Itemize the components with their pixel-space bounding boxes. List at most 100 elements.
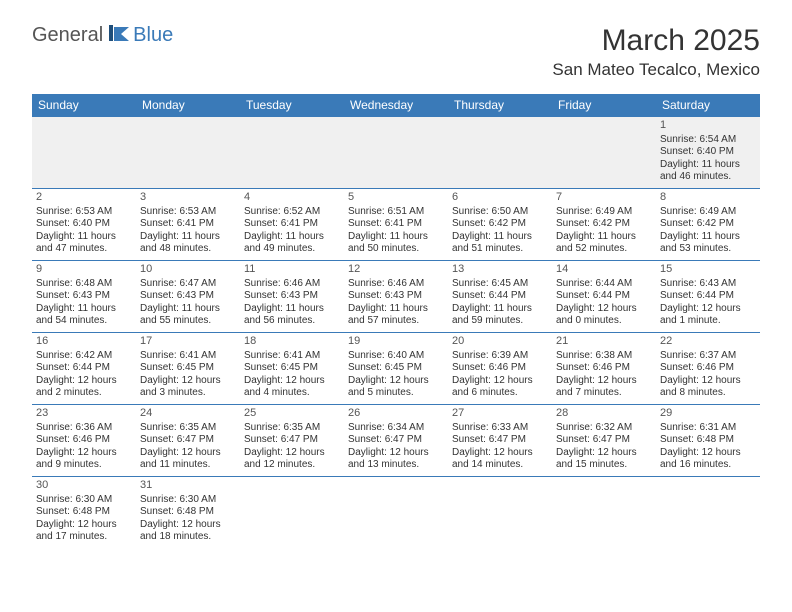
daylight-text: Daylight: 11 hours and 56 minutes. (244, 303, 340, 328)
sunset-text: Sunset: 6:47 PM (452, 434, 548, 447)
sunset-text: Sunset: 6:44 PM (556, 290, 652, 303)
daylight-text: Daylight: 12 hours and 2 minutes. (36, 375, 132, 400)
brand-text-2: Blue (133, 24, 173, 47)
calendar-day-cell: 16Sunrise: 6:42 AMSunset: 6:44 PMDayligh… (32, 333, 136, 405)
calendar-day-cell: 23Sunrise: 6:36 AMSunset: 6:46 PMDayligh… (32, 405, 136, 477)
sunset-text: Sunset: 6:40 PM (660, 146, 756, 159)
daylight-text: Daylight: 12 hours and 11 minutes. (140, 447, 236, 472)
daylight-text: Daylight: 12 hours and 0 minutes. (556, 303, 652, 328)
sunset-text: Sunset: 6:46 PM (36, 434, 132, 447)
day-number: 3 (140, 191, 236, 205)
calendar-blank-cell (656, 477, 760, 549)
page-header: General Blue March 2025 San Mateo Tecalc… (0, 0, 792, 88)
calendar-day-cell: 5Sunrise: 6:51 AMSunset: 6:41 PMDaylight… (344, 189, 448, 261)
daylight-text: Daylight: 11 hours and 46 minutes. (660, 159, 756, 184)
day-number: 2 (36, 191, 132, 205)
day-number: 1 (660, 119, 756, 133)
day-number: 6 (452, 191, 548, 205)
daylight-text: Daylight: 12 hours and 15 minutes. (556, 447, 652, 472)
sunset-text: Sunset: 6:46 PM (660, 362, 756, 375)
daylight-text: Daylight: 12 hours and 1 minute. (660, 303, 756, 328)
calendar-day-cell: 10Sunrise: 6:47 AMSunset: 6:43 PMDayligh… (136, 261, 240, 333)
calendar-table: Sunday Monday Tuesday Wednesday Thursday… (32, 94, 760, 549)
sunrise-text: Sunrise: 6:43 AM (660, 278, 756, 291)
sunset-text: Sunset: 6:47 PM (556, 434, 652, 447)
sunrise-text: Sunrise: 6:47 AM (140, 278, 236, 291)
day-number: 7 (556, 191, 652, 205)
calendar-blank-cell (552, 117, 656, 189)
day-number: 31 (140, 479, 236, 493)
sunrise-text: Sunrise: 6:49 AM (660, 206, 756, 219)
daylight-text: Daylight: 11 hours and 59 minutes. (452, 303, 548, 328)
day-number: 19 (348, 335, 444, 349)
daylight-text: Daylight: 12 hours and 13 minutes. (348, 447, 444, 472)
day-number: 10 (140, 263, 236, 277)
daylight-text: Daylight: 11 hours and 48 minutes. (140, 231, 236, 256)
sunset-text: Sunset: 6:45 PM (348, 362, 444, 375)
day-header: Saturday (656, 94, 760, 117)
calendar-blank-cell (136, 117, 240, 189)
calendar-week-row: 23Sunrise: 6:36 AMSunset: 6:46 PMDayligh… (32, 405, 760, 477)
calendar-day-cell: 27Sunrise: 6:33 AMSunset: 6:47 PMDayligh… (448, 405, 552, 477)
sunset-text: Sunset: 6:43 PM (348, 290, 444, 303)
sunrise-text: Sunrise: 6:38 AM (556, 350, 652, 363)
sunset-text: Sunset: 6:47 PM (348, 434, 444, 447)
sunrise-text: Sunrise: 6:36 AM (36, 422, 132, 435)
sunrise-text: Sunrise: 6:41 AM (244, 350, 340, 363)
sunrise-text: Sunrise: 6:45 AM (452, 278, 548, 291)
sunrise-text: Sunrise: 6:53 AM (140, 206, 236, 219)
calendar-blank-cell (240, 117, 344, 189)
sunrise-text: Sunrise: 6:33 AM (452, 422, 548, 435)
day-number: 15 (660, 263, 756, 277)
sunset-text: Sunset: 6:43 PM (244, 290, 340, 303)
daylight-text: Daylight: 11 hours and 47 minutes. (36, 231, 132, 256)
day-number: 27 (452, 407, 548, 421)
calendar-day-cell: 13Sunrise: 6:45 AMSunset: 6:44 PMDayligh… (448, 261, 552, 333)
sunset-text: Sunset: 6:43 PM (36, 290, 132, 303)
calendar-day-cell: 1Sunrise: 6:54 AMSunset: 6:40 PMDaylight… (656, 117, 760, 189)
calendar-day-cell: 22Sunrise: 6:37 AMSunset: 6:46 PMDayligh… (656, 333, 760, 405)
sunrise-text: Sunrise: 6:49 AM (556, 206, 652, 219)
daylight-text: Daylight: 12 hours and 16 minutes. (660, 447, 756, 472)
sunset-text: Sunset: 6:42 PM (660, 218, 756, 231)
sunset-text: Sunset: 6:42 PM (556, 218, 652, 231)
day-number: 9 (36, 263, 132, 277)
calendar-day-cell: 8Sunrise: 6:49 AMSunset: 6:42 PMDaylight… (656, 189, 760, 261)
sunset-text: Sunset: 6:43 PM (140, 290, 236, 303)
day-number: 29 (660, 407, 756, 421)
sunset-text: Sunset: 6:45 PM (244, 362, 340, 375)
sunset-text: Sunset: 6:44 PM (36, 362, 132, 375)
day-number: 28 (556, 407, 652, 421)
sunrise-text: Sunrise: 6:46 AM (244, 278, 340, 291)
daylight-text: Daylight: 12 hours and 3 minutes. (140, 375, 236, 400)
calendar-day-cell: 28Sunrise: 6:32 AMSunset: 6:47 PMDayligh… (552, 405, 656, 477)
calendar-day-cell: 25Sunrise: 6:35 AMSunset: 6:47 PMDayligh… (240, 405, 344, 477)
day-header: Friday (552, 94, 656, 117)
sunrise-text: Sunrise: 6:54 AM (660, 134, 756, 147)
sunrise-text: Sunrise: 6:37 AM (660, 350, 756, 363)
day-number: 22 (660, 335, 756, 349)
sunset-text: Sunset: 6:41 PM (140, 218, 236, 231)
calendar-day-cell: 14Sunrise: 6:44 AMSunset: 6:44 PMDayligh… (552, 261, 656, 333)
daylight-text: Daylight: 12 hours and 18 minutes. (140, 519, 236, 544)
calendar-blank-cell (32, 117, 136, 189)
calendar-day-cell: 18Sunrise: 6:41 AMSunset: 6:45 PMDayligh… (240, 333, 344, 405)
calendar-day-cell: 15Sunrise: 6:43 AMSunset: 6:44 PMDayligh… (656, 261, 760, 333)
sunset-text: Sunset: 6:44 PM (660, 290, 756, 303)
sunrise-text: Sunrise: 6:44 AM (556, 278, 652, 291)
day-header: Monday (136, 94, 240, 117)
calendar-day-cell: 21Sunrise: 6:38 AMSunset: 6:46 PMDayligh… (552, 333, 656, 405)
calendar-day-cell: 31Sunrise: 6:30 AMSunset: 6:48 PMDayligh… (136, 477, 240, 549)
day-number: 25 (244, 407, 340, 421)
month-title: March 2025 (552, 24, 760, 58)
day-header: Sunday (32, 94, 136, 117)
calendar-day-cell: 17Sunrise: 6:41 AMSunset: 6:45 PMDayligh… (136, 333, 240, 405)
day-header: Tuesday (240, 94, 344, 117)
daylight-text: Daylight: 11 hours and 51 minutes. (452, 231, 548, 256)
daylight-text: Daylight: 12 hours and 6 minutes. (452, 375, 548, 400)
calendar-blank-cell (344, 117, 448, 189)
sunrise-text: Sunrise: 6:35 AM (140, 422, 236, 435)
calendar-day-cell: 9Sunrise: 6:48 AMSunset: 6:43 PMDaylight… (32, 261, 136, 333)
day-number: 11 (244, 263, 340, 277)
flag-icon (109, 25, 131, 46)
